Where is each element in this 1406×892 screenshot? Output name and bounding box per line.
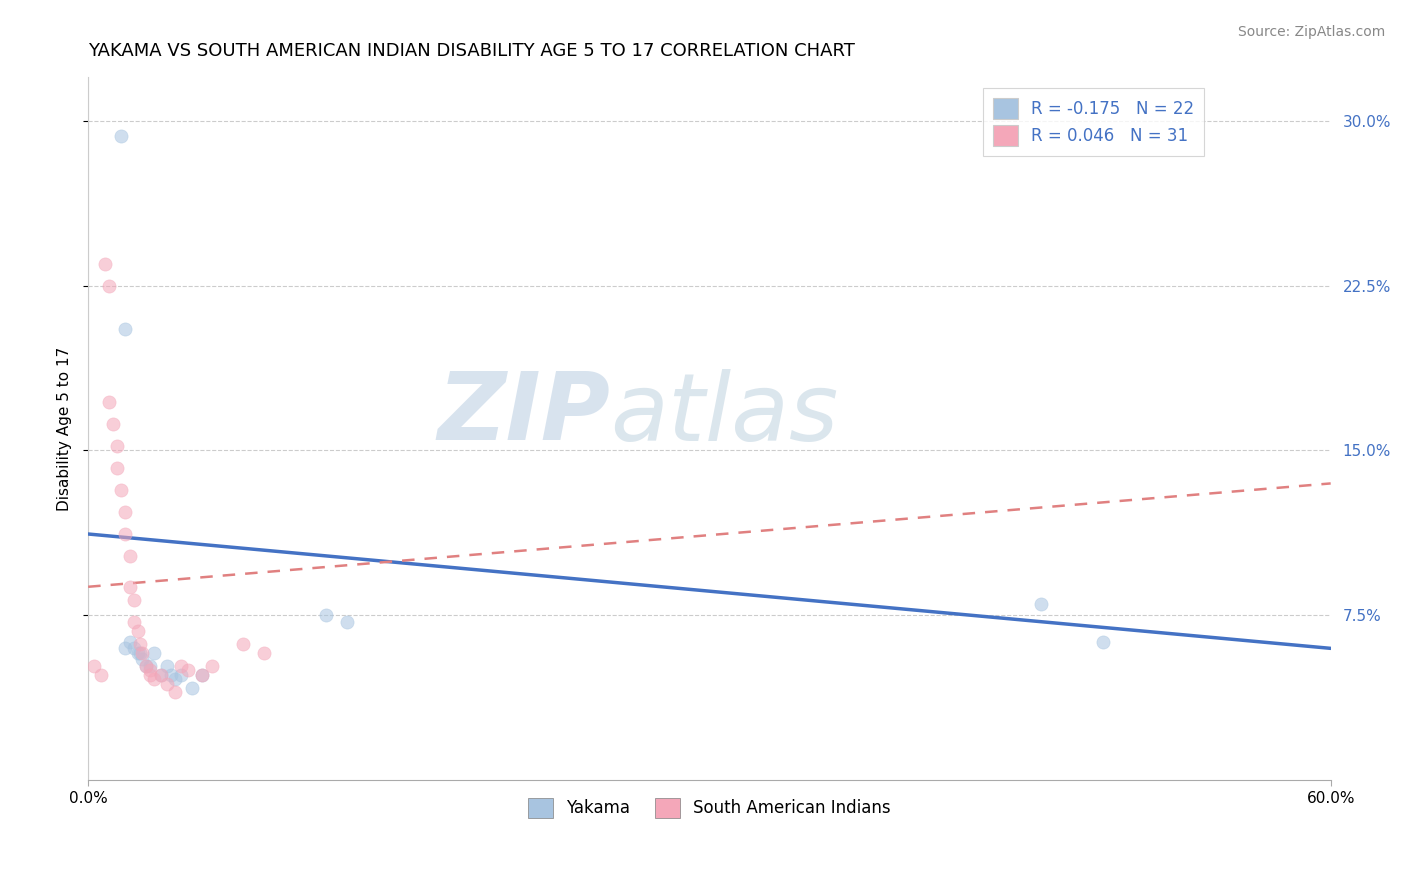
Point xyxy=(1091,634,1114,648)
Point xyxy=(105,439,128,453)
Point xyxy=(149,667,172,681)
Point xyxy=(131,652,153,666)
Point xyxy=(170,659,193,673)
Text: atlas: atlas xyxy=(610,369,838,460)
Point xyxy=(114,505,136,519)
Point xyxy=(156,659,179,673)
Point xyxy=(110,483,132,497)
Point xyxy=(122,593,145,607)
Point xyxy=(114,641,136,656)
Point xyxy=(114,527,136,541)
Point xyxy=(97,278,120,293)
Point xyxy=(118,549,141,563)
Point xyxy=(232,637,254,651)
Point xyxy=(129,646,152,660)
Point xyxy=(127,646,149,660)
Point xyxy=(118,580,141,594)
Point xyxy=(176,664,198,678)
Point xyxy=(143,646,166,660)
Point xyxy=(180,681,202,695)
Point xyxy=(143,672,166,686)
Point xyxy=(156,676,179,690)
Point xyxy=(83,659,105,673)
Legend: Yakama, South American Indians: Yakama, South American Indians xyxy=(522,791,898,825)
Text: ZIP: ZIP xyxy=(437,368,610,460)
Point xyxy=(139,667,162,681)
Point xyxy=(135,659,157,673)
Point xyxy=(315,608,337,623)
Point xyxy=(139,664,162,678)
Point xyxy=(122,615,145,629)
Point xyxy=(139,659,162,673)
Point xyxy=(336,615,359,629)
Point xyxy=(201,659,224,673)
Point xyxy=(165,685,187,699)
Point xyxy=(131,646,153,660)
Point xyxy=(110,128,132,143)
Point xyxy=(1029,598,1052,612)
Point xyxy=(122,641,145,656)
Point xyxy=(118,634,141,648)
Point xyxy=(127,624,149,638)
Point xyxy=(253,646,276,660)
Text: Source: ZipAtlas.com: Source: ZipAtlas.com xyxy=(1237,25,1385,39)
Point xyxy=(90,667,112,681)
Point xyxy=(135,659,157,673)
Text: YAKAMA VS SOUTH AMERICAN INDIAN DISABILITY AGE 5 TO 17 CORRELATION CHART: YAKAMA VS SOUTH AMERICAN INDIAN DISABILI… xyxy=(89,42,855,60)
Point xyxy=(149,667,172,681)
Point xyxy=(191,667,214,681)
Point xyxy=(129,637,152,651)
Point xyxy=(191,667,214,681)
Y-axis label: Disability Age 5 to 17: Disability Age 5 to 17 xyxy=(58,346,72,510)
Point xyxy=(101,417,124,431)
Point xyxy=(170,667,193,681)
Point xyxy=(105,461,128,475)
Point xyxy=(160,667,183,681)
Point xyxy=(97,395,120,409)
Point xyxy=(165,672,187,686)
Point xyxy=(93,256,115,270)
Point xyxy=(114,322,136,336)
